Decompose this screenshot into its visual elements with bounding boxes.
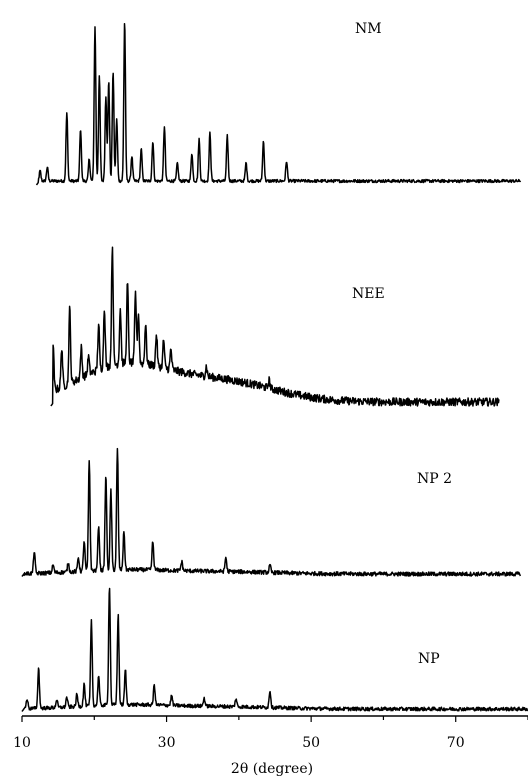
series-trace-nm [35, 22, 522, 186]
series-trace-np [21, 587, 528, 712]
series-label-np2: NP 2 [417, 471, 452, 487]
series-trace-nee [50, 246, 500, 407]
series-label-np: NP [418, 651, 440, 667]
series-traces [21, 22, 528, 712]
series-trace-np2 [21, 447, 522, 577]
x-tick-label-70: 70 [447, 735, 465, 751]
series-label-nm: NM [355, 21, 382, 37]
series-label-nee: NEE [352, 286, 385, 302]
x-tick-label-30: 30 [158, 735, 176, 751]
x-tick-label-50: 50 [302, 735, 320, 751]
series-labels: NM NEE NP 2 NP [352, 21, 452, 667]
x-axis: 10 30 50 70 [13, 715, 528, 751]
x-axis-title: 2θ (degree) [231, 761, 313, 777]
x-tick-label-10: 10 [13, 735, 31, 751]
